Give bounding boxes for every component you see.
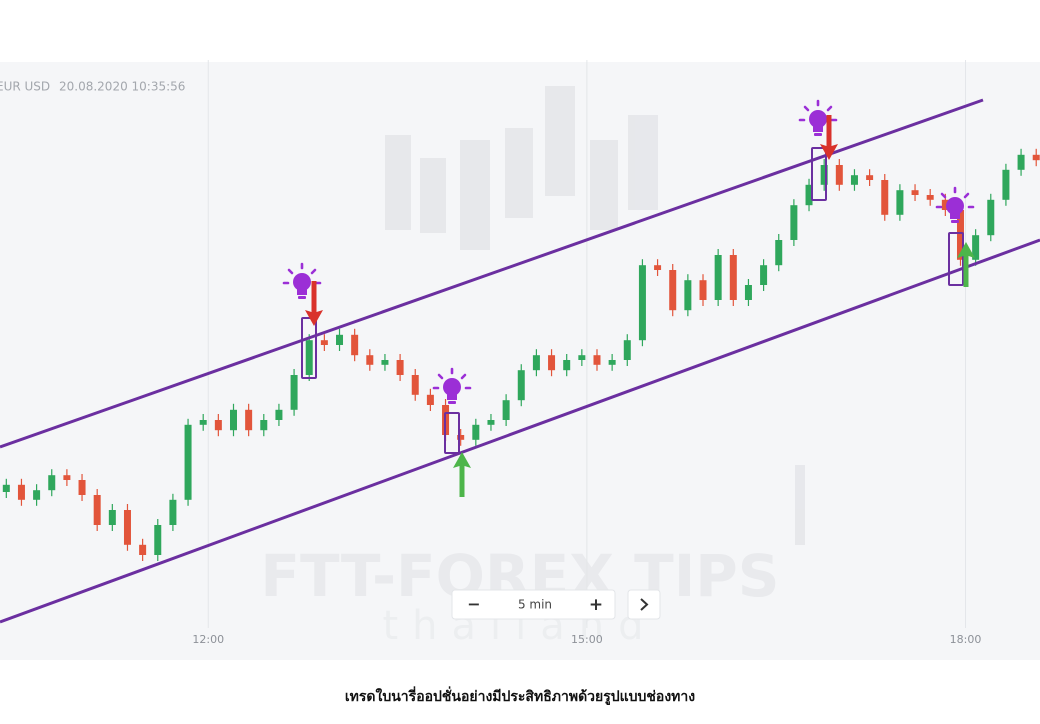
candle-body: [108, 510, 116, 525]
candle-body: [835, 165, 843, 185]
candle-body: [154, 525, 162, 555]
candle-body: [896, 190, 904, 215]
candle-body: [623, 340, 631, 360]
candle-body: [1032, 154, 1040, 161]
candle-body: [563, 360, 571, 371]
candle-body: [457, 435, 465, 440]
candle-body: [638, 265, 646, 341]
symbol: EUR USD: [0, 80, 50, 94]
x-tick-label: 12:00: [192, 633, 224, 646]
candle-body: [1002, 169, 1010, 200]
candle-body: [502, 400, 510, 420]
channel-lower-line: [0, 238, 1040, 624]
candle-body: [926, 195, 934, 200]
candle-body: [805, 184, 813, 206]
candle-body: [517, 370, 525, 401]
timestamp: 20.08.2020 10:35:56: [59, 80, 185, 94]
candle-body: [532, 355, 540, 371]
next-icon: [640, 598, 649, 611]
x-tick-label: 15:00: [571, 633, 603, 646]
candle-body: [911, 190, 919, 195]
grid: [207, 60, 967, 628]
signal-box: [444, 412, 460, 454]
channel-upper-line: [0, 98, 984, 449]
candle-body: [881, 180, 889, 215]
x-axis: 12:00 15:00 18:00: [192, 633, 981, 646]
signal-box: [811, 147, 827, 201]
candle-body: [2, 484, 10, 492]
candle-body: [472, 424, 480, 440]
candle-body: [305, 340, 313, 375]
candle-body: [17, 484, 25, 500]
candle-body: [714, 255, 722, 300]
candle-body: [139, 544, 147, 555]
candle-body: [654, 265, 662, 270]
candle-body: [245, 409, 253, 431]
caption: เทรดใบนารี่ออปชั่นอย่างมีประสิทธิภาพด้วย…: [345, 686, 695, 705]
candle-body: [169, 499, 177, 525]
candle-body: [229, 409, 237, 431]
candle-body: [760, 265, 768, 285]
candle-body: [593, 355, 601, 365]
candle-body: [987, 199, 995, 236]
signals: [301, 147, 964, 454]
candle-body: [669, 270, 677, 311]
candle-body: [396, 360, 404, 375]
candle-body: [790, 205, 798, 240]
candle-body: [48, 475, 56, 491]
candle-body: [33, 490, 41, 500]
candle-body: [578, 355, 586, 360]
candle-body: [775, 240, 783, 266]
candle-body: [411, 375, 419, 395]
candle-body: [184, 424, 192, 500]
zoom-out-button[interactable]: −: [467, 595, 480, 614]
candle-body: [78, 480, 86, 495]
candle-body: [275, 409, 283, 420]
candle-body: [260, 420, 268, 431]
candle-body: [336, 334, 344, 345]
candle-body: [850, 175, 858, 185]
signal-box: [948, 232, 964, 286]
candle-body: [548, 355, 556, 371]
candle-body: [351, 334, 359, 356]
candle-body: [941, 199, 949, 210]
candle-body: [820, 165, 828, 185]
candle-body: [684, 280, 692, 311]
candle-body: [956, 210, 964, 260]
candle-body: [93, 495, 101, 525]
x-tick-label: 18:00: [950, 633, 982, 646]
zoom-in-button[interactable]: +: [589, 595, 603, 615]
watermark: FTT-FOREX TIPS thailand: [260, 86, 805, 649]
candle-body: [290, 375, 298, 410]
candle-body: [729, 255, 737, 300]
signal-box: [301, 317, 317, 379]
candle-body: [123, 510, 131, 545]
zoom-control: − 5 min +: [451, 589, 661, 620]
candle-body: [381, 360, 389, 365]
candle-body: [608, 360, 616, 365]
candle-body: [63, 475, 71, 480]
candle-body: [366, 355, 374, 365]
next-button[interactable]: [627, 589, 661, 620]
candle-body: [214, 420, 222, 431]
interval-label[interactable]: 5 min: [518, 598, 552, 612]
candle-body: [972, 235, 980, 260]
zoom-box: [451, 589, 616, 620]
channel: [0, 98, 1040, 624]
candle-body: [199, 420, 207, 425]
candle-body: [320, 340, 328, 345]
candle-body: [426, 394, 434, 405]
candle-body: [699, 280, 707, 300]
candle-body: [487, 420, 495, 425]
candle-body: [744, 285, 752, 300]
candle-body: [866, 175, 874, 180]
candle-body: [1017, 154, 1025, 170]
